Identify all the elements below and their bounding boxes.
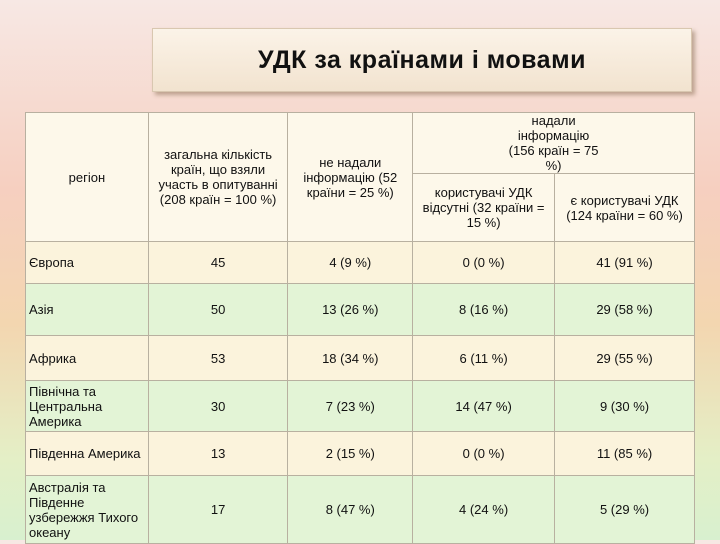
value-cell: 4 (9 %) <box>287 241 414 284</box>
value-cell: 13 (26 %) <box>287 283 414 336</box>
value-cell: 50 <box>147 283 289 336</box>
value-cell: 45 <box>147 241 289 284</box>
region-cell: Австралія та Південне узбережжя Тихого о… <box>25 475 149 544</box>
region-cell: Північна та Центральна Америка <box>25 380 149 432</box>
header-row: регіон загальна кількість країн, що взял… <box>25 112 695 242</box>
value-cell: 13 <box>147 431 289 476</box>
value-cell: 14 (47 %) <box>412 380 556 432</box>
table-row: Північна та Центральна Америка 30 7 (23 %)… <box>25 380 695 432</box>
value-cell: 7 (23 %) <box>287 380 414 432</box>
value-cell: 53 <box>147 335 289 381</box>
value-cell: 8 (47 %) <box>287 475 414 544</box>
value-cell: 6 (11 %) <box>412 335 556 381</box>
value-cell: 18 (34 %) <box>287 335 414 381</box>
value-cell: 41 (91 %) <box>554 241 695 284</box>
value-cell: 2 (15 %) <box>287 431 414 476</box>
value-cell: 8 (16 %) <box>412 283 556 336</box>
region-cell: Африка <box>25 335 149 381</box>
value-cell: 17 <box>147 475 289 544</box>
value-cell: 29 (58 %) <box>554 283 695 336</box>
region-cell: Європа <box>25 241 149 284</box>
region-cell: Південна Америка <box>25 431 149 476</box>
header-cell: загальна кількість країн, що взяли участ… <box>147 112 289 242</box>
value-cell: 9 (30 %) <box>554 380 695 432</box>
slide-title: УДК за країнами і мовами <box>152 28 692 92</box>
header-cell: є користувачі УДК (124 країни = 60 %) <box>554 173 695 242</box>
value-cell: 0 (0 %) <box>412 241 556 284</box>
header-cell: регіон <box>25 112 149 242</box>
header-cell: надали інформацію (156 країн = 75 %) <box>412 112 695 174</box>
header-cell: користувачі УДК відсутні (32 країни = 15… <box>412 173 556 242</box>
table-row: Азія 50 13 (26 %) 8 (16 %) 29 (58 %) <box>25 283 695 336</box>
value-cell: 29 (55 %) <box>554 335 695 381</box>
value-cell: 30 <box>147 380 289 432</box>
region-cell: Азія <box>25 283 149 336</box>
table-row: Європа 45 4 (9 %) 0 (0 %) 41 (91 %) <box>25 241 695 284</box>
value-cell: 4 (24 %) <box>412 475 556 544</box>
value-cell: 0 (0 %) <box>412 431 556 476</box>
table-row: Південна Америка 13 2 (15 %) 0 (0 %) 11 (85 … <box>25 431 695 476</box>
value-cell: 5 (29 %) <box>554 475 695 544</box>
data-table: регіон загальна кількість країн, що взял… <box>25 112 695 544</box>
table-row: Австралія та Південне узбережжя Тихого о… <box>25 475 695 544</box>
table-row: Африка 53 18 (34 %) 6 (11 %) 29 (55 %) <box>25 335 695 381</box>
header-cell: не надали інформацію (52 країни = 25 %) <box>287 112 414 242</box>
value-cell: 11 (85 %) <box>554 431 695 476</box>
header-row: користувачі УДК відсутні (32 країни = 15… <box>26 173 695 242</box>
